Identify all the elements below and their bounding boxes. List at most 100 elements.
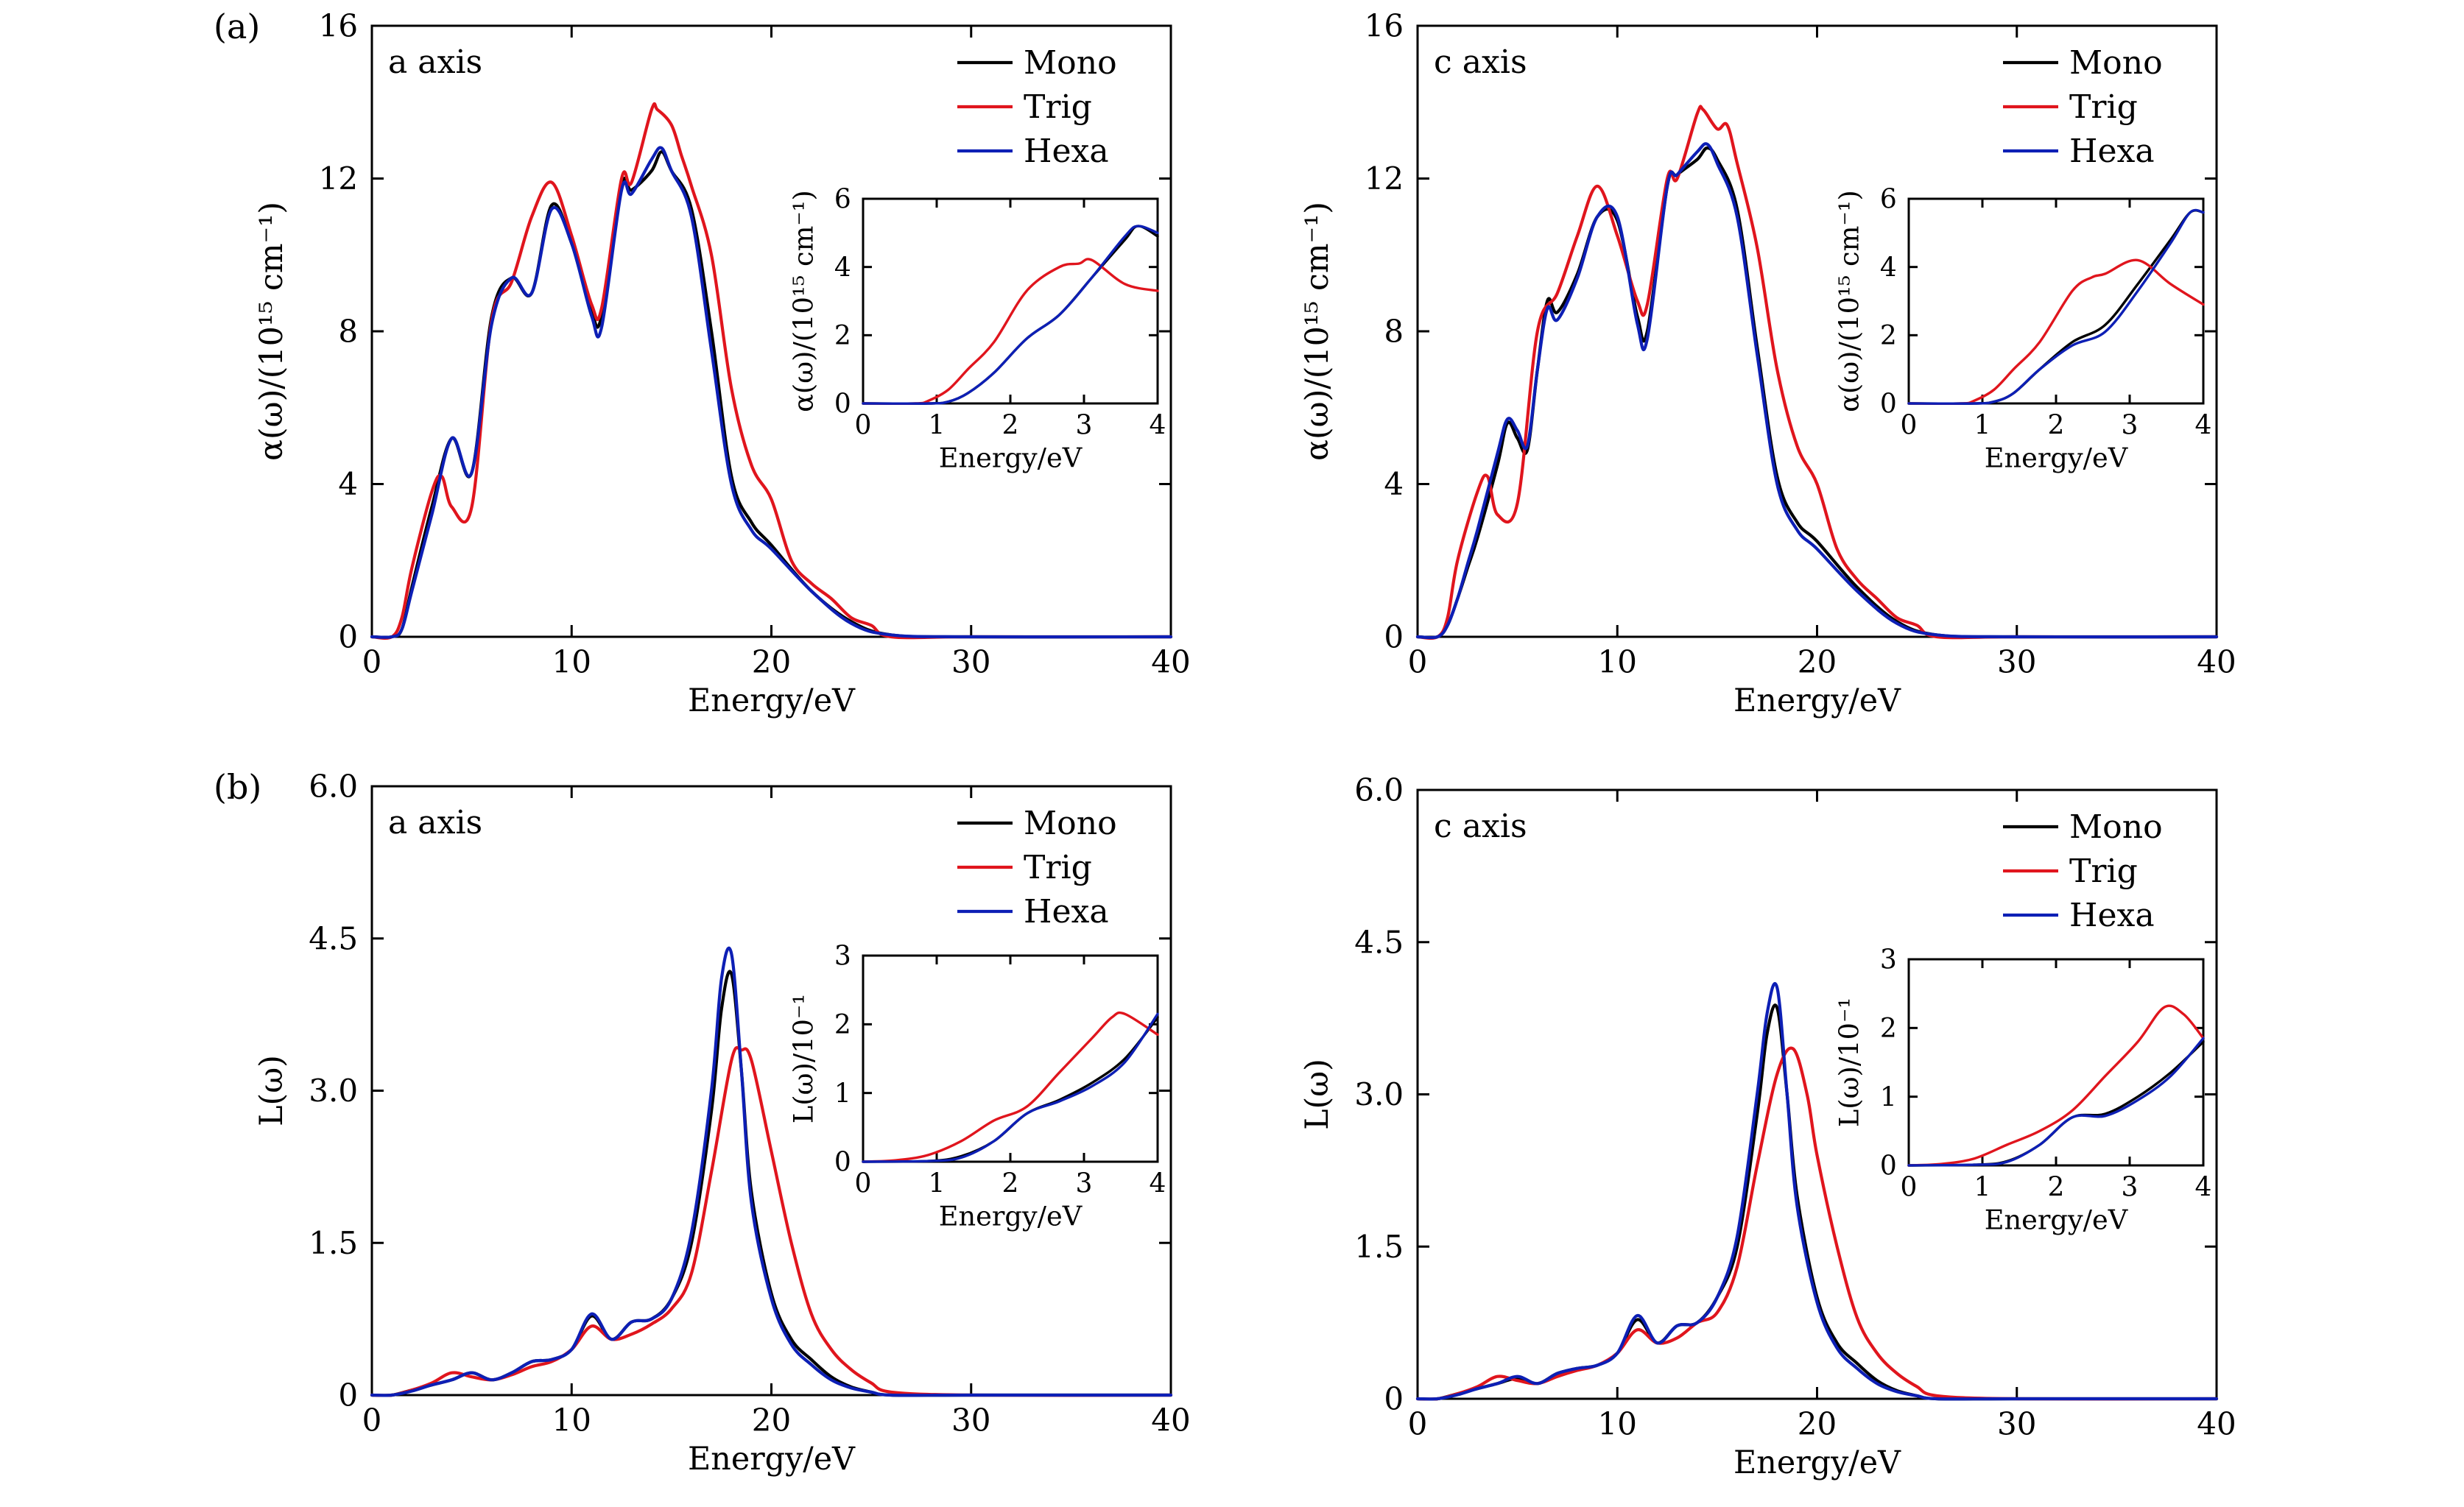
inset-y-tick-label: 0 [1880, 1151, 1897, 1182]
y-tick-label: 0 [1384, 619, 1404, 655]
y-tick-label: 0 [338, 619, 358, 655]
y-axis-label: α(ω)/(10¹⁵ cm⁻¹) [253, 202, 290, 461]
inset-series-line-mono [1907, 209, 2205, 405]
x-tick-label: 20 [752, 643, 791, 680]
inset-y-tick-label: 0 [1880, 389, 1897, 420]
x-axis-label: Energy/eV [1733, 682, 1901, 719]
inset-x-tick-label: 2 [2048, 410, 2065, 440]
legend-label-trig: Trig [2069, 88, 2138, 126]
inset-series-line-mono [862, 1016, 1159, 1163]
y-tick-label: 4 [338, 466, 358, 502]
inset-y-tick-label: 1 [1880, 1082, 1897, 1112]
inset-series-line-trig [862, 258, 1159, 405]
inset-x-tick-label: 0 [1901, 410, 1918, 440]
inset-series-line-hexa [1907, 1037, 2205, 1167]
series-line-hexa [1415, 981, 2219, 1401]
inset-y-tick-label: 2 [1880, 321, 1897, 351]
x-tick-label: 30 [951, 1402, 990, 1438]
series-line-trig [370, 102, 1173, 640]
inset-x-tick-label: 1 [1974, 1172, 1991, 1202]
inset-x-tick-label: 0 [855, 410, 872, 440]
legend-label-trig: Trig [1024, 88, 1092, 126]
inset-y-axis-label: L(ω)/10⁻¹ [1834, 998, 1865, 1127]
y-tick-label: 6.0 [1354, 772, 1404, 808]
inset-series-line-hexa [862, 225, 1159, 405]
x-tick-label: 10 [552, 643, 591, 680]
y-tick-label: 12 [1365, 160, 1404, 197]
y-tick-label: 0 [338, 1377, 358, 1414]
x-tick-label: 40 [2197, 1405, 2236, 1441]
inset-y-tick-label: 1 [834, 1079, 851, 1109]
inset-x-tick-label: 3 [1076, 1168, 1093, 1199]
x-tick-label: 40 [1151, 643, 1190, 680]
legend-label-hexa: Hexa [1024, 133, 1109, 170]
inset-y-tick-label: 3 [834, 942, 851, 972]
x-tick-label: 0 [362, 1402, 382, 1438]
inset-chart: 0 1 2 3 4 0 2 4 6 Energy/eV α(ω)/(10¹⁵ cm⁻¹) [788, 185, 1166, 474]
series-line-mono [1415, 146, 2219, 640]
series-line-trig [1415, 1046, 2219, 1401]
y-tick-label: 1.5 [1354, 1229, 1404, 1265]
inset-x-tick-label: 4 [1150, 1168, 1166, 1199]
y-tick-label: 4.5 [1354, 924, 1404, 960]
series-line-mono [370, 150, 1173, 639]
inset-y-tick-label: 0 [834, 389, 851, 420]
inset-y-tick-label: 3 [1880, 945, 1897, 975]
y-tick-label: 3.0 [1354, 1076, 1404, 1112]
inset-y-tick-label: 4 [834, 253, 851, 283]
inset-x-tick-label: 3 [2122, 1172, 2139, 1202]
y-tick-label: 4.5 [309, 920, 358, 956]
axis-annotation: c axis [1434, 808, 1527, 845]
y-tick-label: 16 [1365, 8, 1404, 44]
x-axis-label: Energy/eV [1733, 1444, 1901, 1481]
legend-label-mono: Mono [1024, 44, 1117, 82]
x-tick-label: 40 [2197, 643, 2236, 680]
legend-label-hexa: Hexa [2069, 897, 2155, 934]
inset-x-tick-label: 0 [855, 1168, 872, 1199]
legend-label-hexa: Hexa [2069, 133, 2155, 170]
inset-series-line-hexa [862, 1012, 1159, 1163]
inset-x-tick-label: 4 [1150, 410, 1166, 440]
x-tick-label: 20 [1798, 1405, 1837, 1441]
x-tick-label: 20 [1798, 643, 1837, 680]
y-axis-label: L(ω) [1299, 1059, 1336, 1130]
inset-x-tick-label: 2 [1002, 410, 1019, 440]
x-axis-label: Energy/eV [688, 682, 856, 719]
series-line-hexa [1415, 142, 2219, 640]
axis-annotation: a axis [388, 804, 482, 841]
y-tick-label: 6.0 [309, 769, 358, 805]
y-tick-label: 3.0 [309, 1073, 358, 1109]
inset-chart: 0 1 2 3 4 0 2 4 6 Energy/eV α(ω)/(10¹⁵ cm⁻¹) [1834, 185, 2212, 474]
inset-series-line-trig [1907, 1004, 2205, 1167]
x-tick-label: 30 [951, 643, 990, 680]
inset-x-axis-label: Energy/eV [1985, 1204, 2129, 1235]
series-line-trig [1415, 105, 2219, 640]
series-line-mono [1415, 1003, 2219, 1401]
inset-x-tick-label: 3 [1076, 410, 1093, 440]
legend-label-mono: Mono [1024, 805, 1117, 842]
inset-plot-frame [1907, 197, 2205, 405]
inset-y-tick-label: 6 [1880, 185, 1897, 215]
inset-x-axis-label: Energy/eV [1985, 442, 2129, 473]
x-tick-label: 30 [1997, 643, 2036, 680]
inset-plot-frame [862, 197, 1159, 405]
axis-annotation: a axis [388, 43, 482, 81]
inset-x-tick-label: 3 [2122, 410, 2139, 440]
legend-label-trig: Trig [1024, 849, 1092, 886]
inset-x-tick-label: 4 [2195, 410, 2212, 440]
series-line-hexa [370, 946, 1173, 1397]
inset-y-tick-label: 0 [834, 1148, 851, 1178]
x-tick-label: 30 [1997, 1405, 2036, 1441]
y-tick-label: 12 [319, 160, 358, 197]
inset-y-tick-label: 2 [834, 1010, 851, 1040]
y-axis-label: L(ω) [253, 1055, 290, 1126]
x-tick-label: 10 [552, 1402, 591, 1438]
panel-label-b: (b) [214, 767, 261, 807]
x-axis-label: Energy/eV [688, 1441, 856, 1478]
